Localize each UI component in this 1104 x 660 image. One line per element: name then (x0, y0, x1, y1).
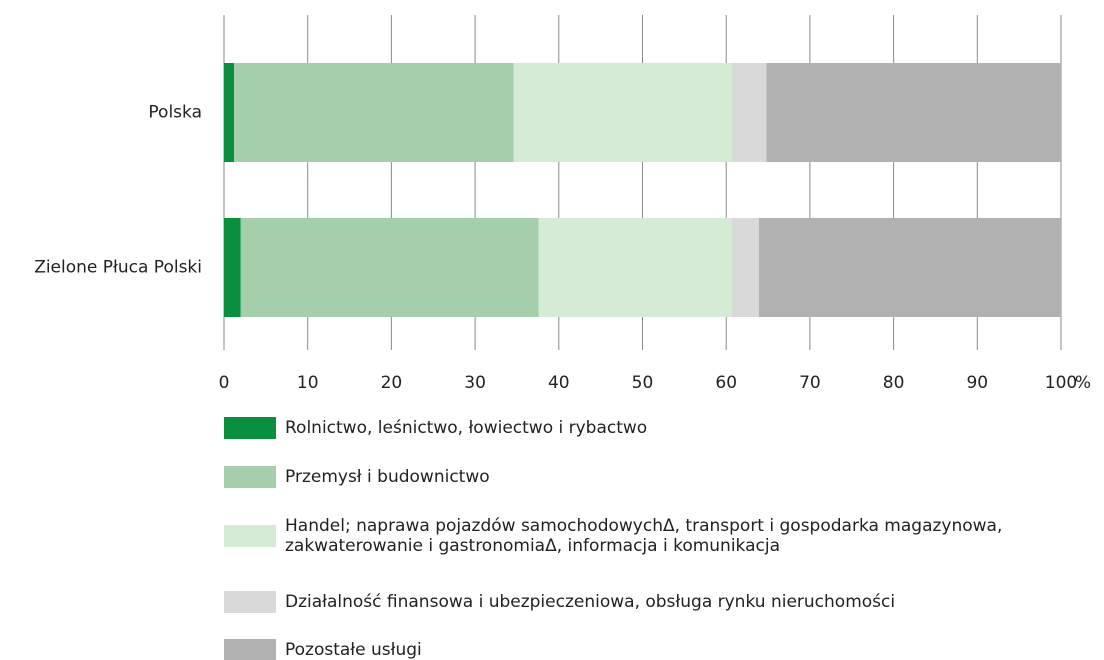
bar-segment (758, 218, 1061, 317)
legend-swatch (224, 639, 276, 660)
bar-segment (538, 218, 733, 317)
x-tick-label: 70 (799, 373, 821, 393)
legend-item: Pozostałe usługi (224, 639, 1045, 660)
x-tick-label: 90 (966, 373, 988, 393)
bar-segment (224, 218, 241, 317)
legend-label: Rolnictwo, leśnictwo, łowiectwo i rybact… (285, 418, 648, 438)
x-tick-label: 20 (381, 373, 403, 393)
bar-segment (766, 63, 1061, 162)
legend-item: Rolnictwo, leśnictwo, łowiectwo i rybact… (224, 417, 1045, 439)
y-tick-label: Polska (148, 103, 202, 123)
x-tick-label: 10 (297, 373, 319, 393)
legend-swatch (224, 525, 276, 547)
chart: 0 10 20 30 40 50 60 70 80 90 100% Polska Zielone Płu… (34, 15, 1091, 393)
x-tick-label: 30 (464, 373, 486, 393)
bar-segment (732, 218, 759, 317)
bar-segment (240, 218, 539, 317)
legend-swatch (224, 466, 276, 488)
x-unit: % (1075, 373, 1091, 393)
bar-segment (732, 63, 767, 162)
legend-swatch (224, 591, 276, 613)
legend-label: Przemysł i budownictwo (285, 467, 490, 487)
legend-label: Handel; naprawa pojazdów samochodowychΔ,… (285, 516, 1003, 556)
bar-segment (234, 63, 514, 162)
x-tick-label: 40 (548, 373, 570, 393)
legend-swatch (224, 417, 276, 439)
legend-item: Działalność finansowa i ubezpieczeniowa,… (224, 591, 1045, 613)
x-tick-label: 100 (1045, 373, 1077, 393)
x-tick-label: 50 (632, 373, 654, 393)
x-tick-label: 0 (219, 373, 230, 393)
y-tick-label: Zielone Płuca Polski (34, 258, 202, 278)
bar-segment (224, 63, 235, 162)
legend-item: Handel; naprawa pojazdów samochodowychΔ,… (224, 516, 1045, 556)
legend-label: Działalność finansowa i ubezpieczeniowa,… (285, 592, 896, 612)
legend-label: Pozostałe usługi (285, 640, 422, 660)
x-tick-label: 60 (715, 373, 737, 393)
bar-segment (513, 63, 733, 162)
legend-item: Przemysł i budownictwo (224, 466, 1045, 488)
x-tick-label: 80 (883, 373, 905, 393)
